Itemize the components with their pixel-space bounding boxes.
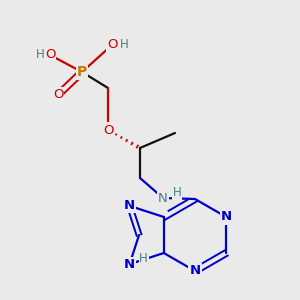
Text: P: P: [77, 65, 87, 79]
Text: O: O: [103, 124, 113, 136]
Text: N: N: [124, 258, 135, 271]
Text: H: H: [36, 49, 44, 62]
Text: N: N: [220, 211, 232, 224]
Text: H: H: [139, 252, 148, 265]
Text: N: N: [158, 191, 168, 205]
Text: H: H: [172, 187, 182, 200]
Text: O: O: [107, 38, 117, 52]
Text: O: O: [53, 88, 63, 101]
Text: N: N: [124, 200, 135, 212]
Text: H: H: [120, 38, 128, 52]
Text: O: O: [45, 49, 55, 62]
Text: N: N: [189, 265, 201, 278]
